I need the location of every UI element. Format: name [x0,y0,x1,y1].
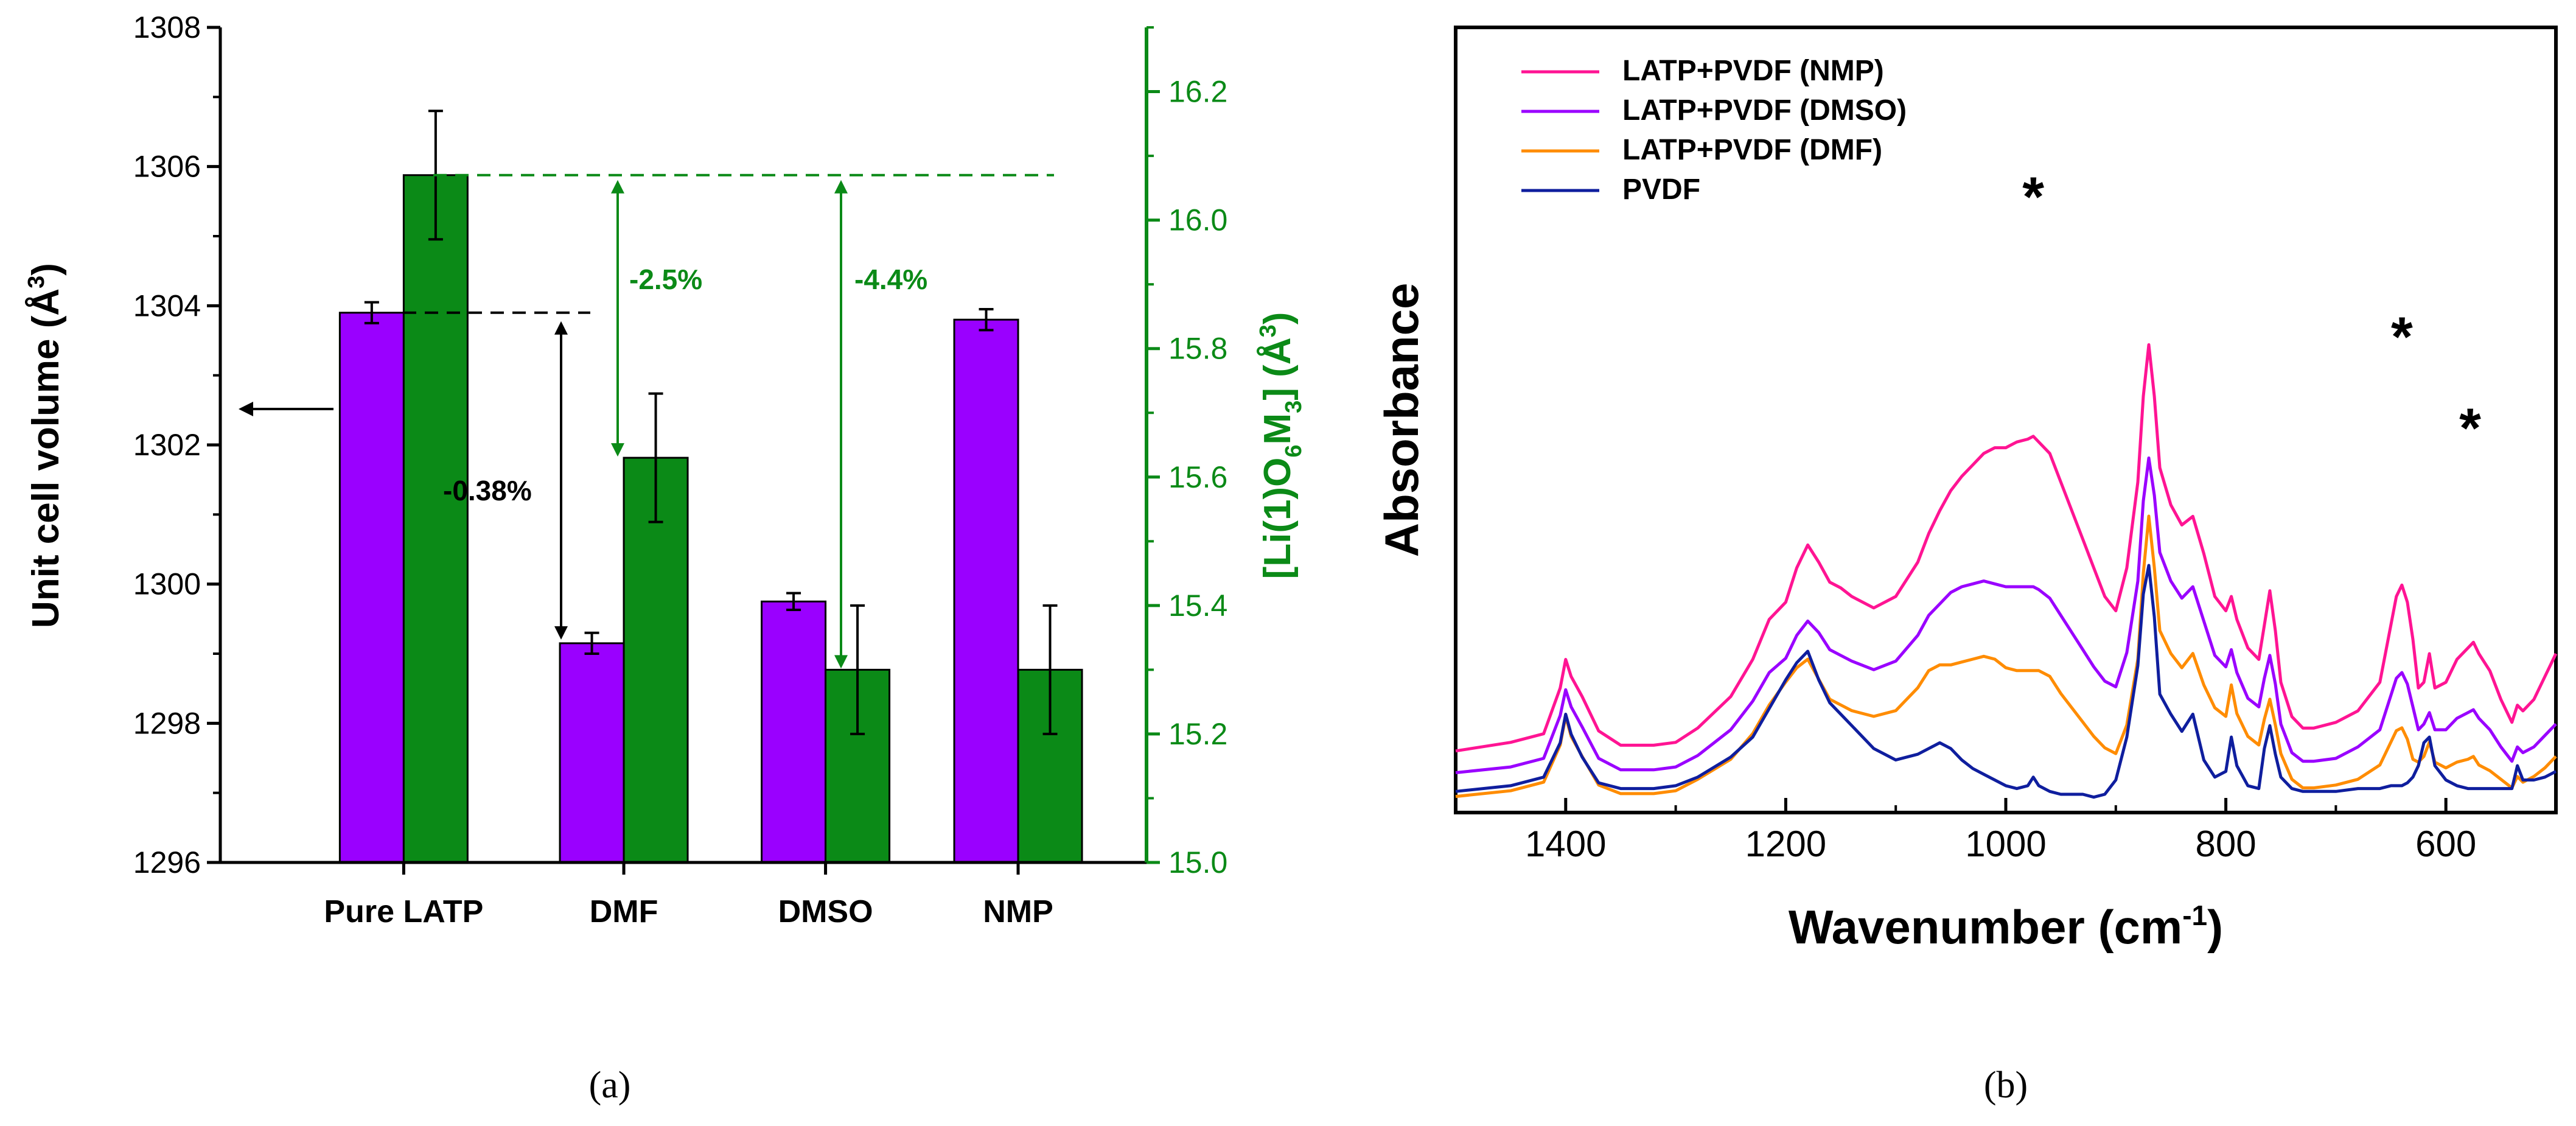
bar-volume-2 [761,600,827,864]
legend-label-3: PVDF [1622,173,1700,206]
error-bar-volume-3 [979,308,994,332]
x-tick-label: 1400 [1525,824,1606,864]
star-marker-1: * [2391,306,2413,368]
legend: LATP+PVDF (NMP) LATP+PVDF (DMSO) LATP+PVDF… [1521,55,1907,206]
spectrum-line-0 [1455,343,2558,753]
x-tick-label: Pure LATP [324,894,483,929]
bar-volume-3 [953,318,1019,864]
double-arrow-volume-head-top [554,321,568,335]
double-arrow-dmf-li-head-bottom [611,443,624,457]
y2-tick-label: 15.8 [1168,332,1227,366]
panel-b-caption: (b) [1984,1065,2028,1106]
bar-volume-1 [559,642,625,864]
y2-tick-label: 16.0 [1168,203,1227,237]
axes-layer: Pure LATP DMF DMSO NMP 1296 1298 1300 1302 1304 1… [133,10,1228,929]
spectrum-line-3 [1455,564,2557,799]
y-tick-label: 1298 [133,706,201,740]
double-arrow-volume-head-bottom [554,626,568,640]
x-axis-label: Wavenumber (cm-1) [1789,900,2223,954]
y-tick-label: 1300 [133,567,201,601]
axis-indicator-arrowhead [239,402,253,416]
star-marker-0: * [2022,166,2044,228]
x-tick-label: 600 [2415,824,2476,864]
bars-layer [338,110,1083,864]
annotation-dmf-volume: -0.38% [443,475,532,506]
x-tick-label: 1000 [1965,824,2046,864]
error-bar-li-1 [648,392,663,523]
annotation-dmf-li: -2.5% [629,264,702,295]
error-bar-volume-0 [364,301,379,324]
legend-label-2: LATP+PVDF (DMF) [1622,134,1882,166]
y-axis-label: Unit cell volume (Å3) [24,263,67,628]
y-tick-label: 1296 [133,845,201,879]
y2-tick-label: 16.2 [1168,75,1227,109]
panel-a-caption: (a) [589,1065,631,1106]
x-tick-label: DMSO [778,894,873,929]
y-tick-label: 1304 [133,288,201,323]
star-marker-2: * [2459,397,2481,460]
y2-tick-label: 15.6 [1168,460,1227,494]
y2-tick-label: 15.2 [1168,717,1227,751]
x-tick-label: DMF [590,894,658,929]
y-tick-label: 1308 [133,10,201,44]
error-bar-li-2 [850,604,865,735]
right-y-axis-label: [Li(1)O6M3] (Å3) [1255,312,1307,579]
double-arrow-dmf-li-head-top [611,180,624,194]
error-bar-li-3 [1042,604,1058,735]
y-tick-label: 1306 [133,150,201,184]
double-arrow-dmso-li-head-bottom [834,655,848,669]
y-axis-label: Absorbance [1375,283,1428,558]
panel-b: 1400 1200 1000 800 600 *** LATP+PVDF (NMP)LA… [1375,26,2558,1106]
y-tick-label: 1302 [133,428,201,462]
annotation-dmso-li: -4.4% [854,264,927,295]
x-tick-label: 1200 [1745,824,1826,864]
x-axis: 1400 1200 1000 800 600 [1454,798,2557,864]
y2-tick-label: 15.0 [1168,845,1227,879]
x-tick-label: 800 [2196,824,2257,864]
y2-tick-label: 15.4 [1168,589,1227,623]
x-tick-label: NMP [983,894,1053,929]
error-bar-volume-2 [786,592,801,611]
stars-layer: * * * [2022,166,2481,460]
double-arrow-dmso-li-head-top [834,180,848,194]
spectrum-line-2 [1455,514,2557,799]
bar-volume-0 [338,312,405,864]
legend-label-1: LATP+PVDF (DMSO) [1622,94,1907,127]
spectra-layer [1455,343,2558,799]
error-bar-volume-1 [584,631,599,655]
legend-label-0: LATP+PVDF (NMP) [1622,55,1884,87]
annotations-layer: -0.38% -2.5% -4.4% [239,173,1054,669]
bar-li-0 [402,174,469,864]
panel-a: Unit cell volume (Å3) [Li(1)O6M3] (Å3) -… [24,10,1307,1106]
spectrum-line-1 [1455,456,2557,774]
